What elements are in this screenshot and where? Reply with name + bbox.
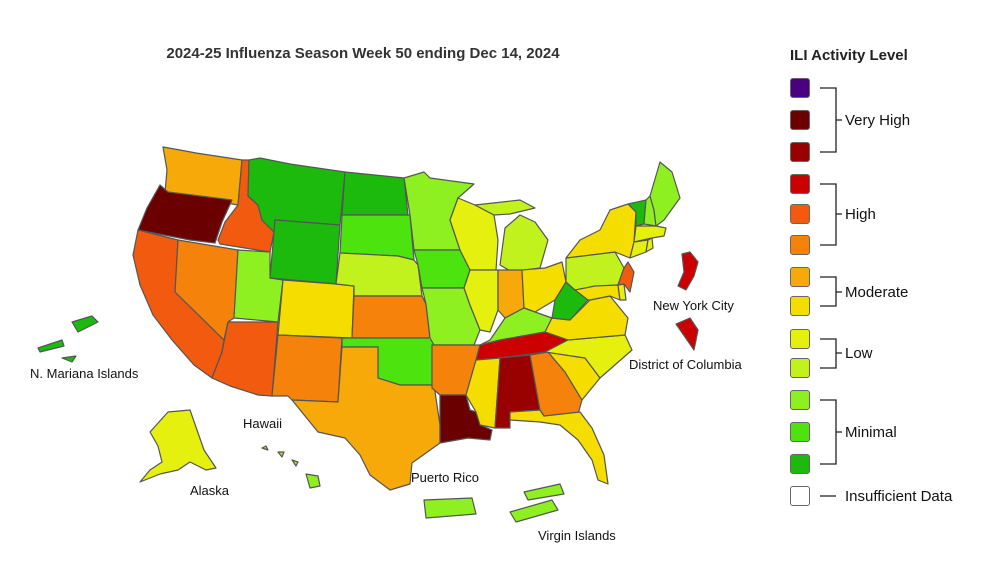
legend-label-moderate: Moderate (845, 284, 909, 301)
label-hawaii: Hawaii (243, 416, 282, 431)
legend-label-minimal: Minimal (845, 424, 897, 441)
label-n-mariana-islands: N. Mariana Islands (30, 366, 139, 381)
legend-swatch-level-10 (790, 174, 810, 194)
state-texas[interactable] (291, 346, 441, 491)
state-arizona[interactable] (211, 321, 279, 397)
legend-label-low: Low (845, 345, 873, 362)
state-alaska[interactable] (139, 409, 217, 483)
legend-swatch-level-2 (790, 422, 810, 442)
state-vermont[interactable] (627, 199, 647, 227)
state-delaware[interactable] (617, 283, 627, 301)
state-n-mariana-islands[interactable] (37, 315, 99, 363)
state-michigan[interactable] (474, 199, 549, 273)
state-oregon[interactable] (137, 184, 233, 244)
state-maryland[interactable] (574, 284, 621, 301)
legend-swatch-level-5 (790, 329, 810, 349)
state-new-york-city[interactable] (677, 251, 699, 291)
legend-swatch-insufficient-data (790, 486, 810, 506)
us-activity-map: New York City District of Columbia N. Ma… (30, 146, 742, 543)
legend-swatch-level-13 (790, 78, 810, 98)
state-montana[interactable] (247, 157, 346, 233)
legend-brackets (820, 87, 842, 497)
map-title: 2024-25 Influenza Season Week 50 ending … (166, 45, 560, 62)
activity-legend: ILI Activity Level Very High High Modera… (790, 45, 995, 565)
state-wyoming[interactable] (269, 219, 341, 285)
state-maine[interactable] (649, 161, 681, 227)
legend-swatch-level-4 (790, 358, 810, 378)
label-puerto-rico: Puerto Rico (411, 470, 479, 485)
state-iowa[interactable] (413, 249, 471, 289)
state-north-dakota[interactable] (341, 171, 409, 216)
state-district-of-columbia[interactable] (675, 317, 699, 351)
state-new-mexico[interactable] (271, 334, 343, 403)
legend-swatch-level-1 (790, 454, 810, 474)
legend-swatch-level-3 (790, 390, 810, 410)
label-district-of-columbia: District of Columbia (629, 357, 742, 372)
state-kansas[interactable] (351, 295, 431, 339)
legend-swatch-level-8 (790, 235, 810, 255)
state-wisconsin[interactable] (449, 197, 499, 271)
legend-swatch-level-12 (790, 110, 810, 130)
legend-label-high: High (845, 206, 876, 223)
state-new-jersey[interactable] (617, 261, 635, 293)
state-puerto-rico[interactable] (423, 497, 477, 519)
state-pennsylvania[interactable] (565, 251, 625, 291)
label-virgin-islands: Virgin Islands (538, 528, 616, 543)
label-alaska: Alaska (190, 483, 230, 498)
state-new-york[interactable] (565, 203, 637, 259)
legend-label-insufficient-data: Insufficient Data (845, 488, 953, 505)
legend-swatch-level-7 (790, 267, 810, 287)
label-new-york-city: New York City (653, 298, 734, 313)
state-colorado[interactable] (277, 279, 355, 339)
legend-swatch-level-6 (790, 296, 810, 316)
state-virgin-islands[interactable] (509, 483, 565, 523)
legend-label-very-high: Very High (845, 112, 911, 129)
state-hawaii[interactable] (261, 445, 321, 489)
state-louisiana[interactable] (439, 394, 493, 444)
legend-title: ILI Activity Level (790, 47, 908, 64)
legend-swatch-level-11 (790, 142, 810, 162)
state-florida[interactable] (509, 409, 609, 485)
legend-swatch-level-9 (790, 204, 810, 224)
